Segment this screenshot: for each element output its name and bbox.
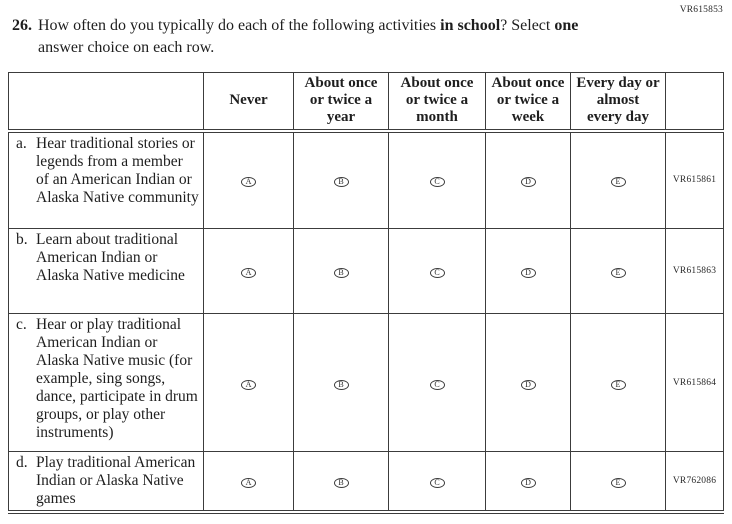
header-once-twice-month: About once or twice a month xyxy=(388,72,486,133)
row-d-cell-daily: E xyxy=(570,451,666,514)
header-once-twice-year: About once or twice a year xyxy=(293,72,389,133)
row-c-cell-week: D xyxy=(485,313,571,452)
row-c-label-cell: c. Hear or play traditional American Ind… xyxy=(8,313,204,452)
bubble-c-daily[interactable]: E xyxy=(610,379,626,390)
row-c-cell-daily: E xyxy=(570,313,666,452)
row-b-cell-week: D xyxy=(485,228,571,314)
bubble-c-year[interactable]: B xyxy=(333,379,349,390)
table-row-d: d. Play traditional American Indian or A… xyxy=(8,451,724,514)
row-b-text: Learn about traditional American Indian … xyxy=(36,231,185,284)
table-row-b: b. Learn about traditional American Indi… xyxy=(8,228,724,314)
row-b-letter: b. xyxy=(16,231,28,248)
question-block: 26. How often do you typically do each o… xyxy=(12,15,678,58)
row-b-cell-year: B xyxy=(293,228,389,314)
row-b-code: VR615863 xyxy=(665,228,724,314)
question-text: How often do you typically do each of th… xyxy=(38,15,678,58)
row-a-cell-year: B xyxy=(293,130,389,229)
bubble-d-never[interactable]: A xyxy=(241,478,256,488)
row-d-text: Play traditional American Indian or Alas… xyxy=(36,454,196,507)
bubble-c-month[interactable]: C xyxy=(429,379,445,390)
row-c-text: Hear or play traditional American Indian… xyxy=(36,316,198,441)
bubble-c-never[interactable]: A xyxy=(241,379,256,390)
row-a-cell-month: C xyxy=(388,130,486,229)
row-a-cell-daily: E xyxy=(570,130,666,229)
question-bold-in-school: in school xyxy=(440,17,501,34)
table-row-c: c. Hear or play traditional American Ind… xyxy=(8,313,724,452)
header-once-twice-week: About once or twice a week xyxy=(485,72,571,133)
header-row: Never About once or twice a year About o… xyxy=(8,72,724,133)
header-blank xyxy=(8,72,204,133)
bubble-d-daily[interactable]: E xyxy=(610,478,626,488)
row-d-cell-week: D xyxy=(485,451,571,514)
row-c-cell-year: B xyxy=(293,313,389,452)
bubble-b-month[interactable]: C xyxy=(429,268,445,278)
row-b-cell-daily: E xyxy=(570,228,666,314)
row-a-cell-week: D xyxy=(485,130,571,229)
bubble-d-month[interactable]: C xyxy=(429,478,445,488)
row-a-label-cell: a. Hear traditional stories or legends f… xyxy=(8,130,204,229)
bubble-a-daily[interactable]: E xyxy=(610,177,626,188)
row-a-text: Hear traditional stories or legends from… xyxy=(36,134,199,206)
row-c-cell-month: C xyxy=(388,313,486,452)
row-c-cell-never: A xyxy=(203,313,294,452)
row-c-code: VR615864 xyxy=(665,313,724,452)
row-d-cell-never: A xyxy=(203,451,294,514)
question-seg1: How often do you typically do each of th… xyxy=(38,17,441,34)
row-b-label-cell: b. Learn about traditional American Indi… xyxy=(8,228,204,314)
row-d-label-cell: d. Play traditional American Indian or A… xyxy=(8,451,204,514)
bubble-b-never[interactable]: A xyxy=(241,268,256,278)
frequency-matrix-table: Never About once or twice a year About o… xyxy=(8,72,724,514)
bubble-a-month[interactable]: C xyxy=(429,177,445,188)
bubble-d-week[interactable]: D xyxy=(520,478,536,488)
bubble-b-week[interactable]: D xyxy=(520,268,536,278)
question-bold-one: one xyxy=(554,17,579,34)
bubble-a-never[interactable]: A xyxy=(241,177,256,188)
row-a-cell-never: A xyxy=(203,130,294,229)
bubble-a-year[interactable]: B xyxy=(333,177,349,188)
row-a-code: VR615861 xyxy=(665,130,724,229)
header-every-day: Every day or almost every day xyxy=(570,72,666,133)
row-a-letter: a. xyxy=(16,134,27,152)
row-c-letter: c. xyxy=(16,316,27,333)
header-code-blank xyxy=(665,72,724,133)
bubble-d-year[interactable]: B xyxy=(333,478,349,488)
bubble-c-week[interactable]: D xyxy=(520,379,536,390)
row-d-code: VR762086 xyxy=(665,451,724,514)
question-seg2: ? Select xyxy=(500,17,555,34)
bubble-b-daily[interactable]: E xyxy=(610,268,626,278)
row-d-cell-month: C xyxy=(388,451,486,514)
row-d-cell-year: B xyxy=(293,451,389,514)
bubble-a-week[interactable]: D xyxy=(520,177,536,188)
question-number: 26. xyxy=(12,17,32,34)
table-row-a: a. Hear traditional stories or legends f… xyxy=(8,130,724,229)
row-b-cell-never: A xyxy=(203,228,294,314)
header-never: Never xyxy=(203,72,294,133)
bubble-b-year[interactable]: B xyxy=(333,268,349,278)
row-b-cell-month: C xyxy=(388,228,486,314)
page-code: VR615853 xyxy=(679,5,723,15)
row-d-letter: d. xyxy=(16,454,28,471)
question-seg3: answer choice on each row. xyxy=(38,38,215,56)
